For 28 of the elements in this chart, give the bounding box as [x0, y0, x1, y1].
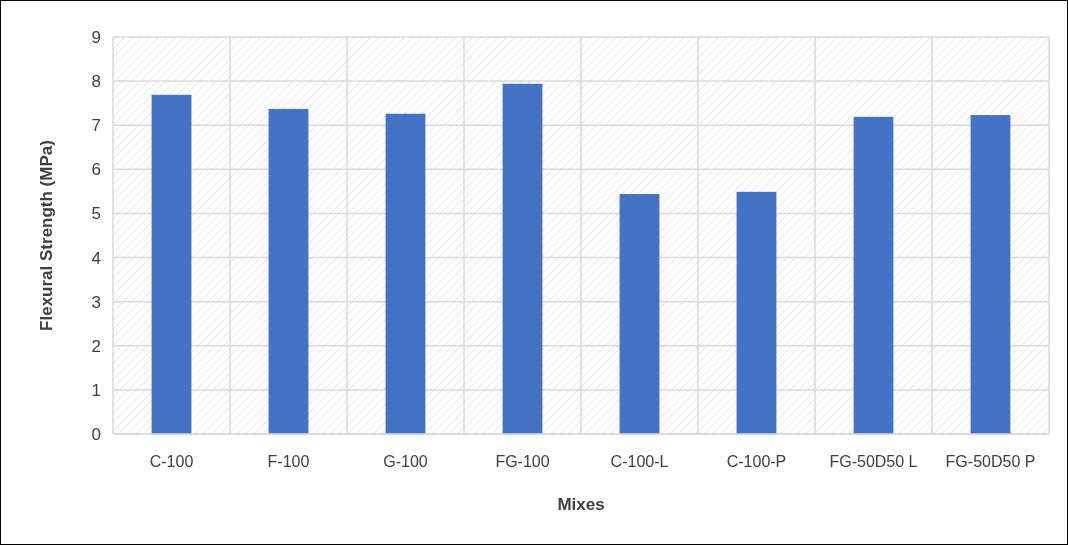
bar — [151, 94, 192, 434]
y-tick-label: 8 — [91, 72, 101, 92]
y-tick-label: 5 — [91, 204, 101, 224]
x-tick-label: C-100-P — [726, 453, 787, 470]
y-tick-label: 7 — [91, 116, 101, 136]
x-tick-label: G-100 — [383, 453, 428, 470]
bar — [385, 113, 426, 434]
x-tick-label: FG-50D50 L — [829, 453, 918, 470]
bar — [736, 191, 777, 434]
bar — [970, 115, 1011, 434]
bar — [268, 108, 309, 434]
bar — [619, 194, 660, 434]
y-tick-label: 4 — [91, 248, 101, 268]
x-tick-label: FG-100 — [495, 453, 550, 470]
y-tick-label: 6 — [91, 160, 101, 180]
y-tick-label: 2 — [91, 336, 101, 356]
x-axis-title: Mixes — [557, 495, 605, 514]
y-tick-label: 9 — [91, 27, 101, 47]
x-tick-label: C-100 — [149, 453, 194, 470]
y-axis-title: Flexural Strength (MPa) — [37, 140, 56, 331]
x-tick-label: FG-50D50 P — [945, 453, 1036, 470]
bar — [502, 83, 543, 434]
bar — [853, 116, 894, 434]
x-tick-label: F-100 — [267, 453, 310, 470]
y-tick-label: 0 — [91, 424, 101, 444]
y-tick-label: 1 — [91, 380, 101, 400]
y-tick-label: 3 — [91, 292, 101, 312]
x-tick-label: C-100-L — [610, 453, 669, 470]
